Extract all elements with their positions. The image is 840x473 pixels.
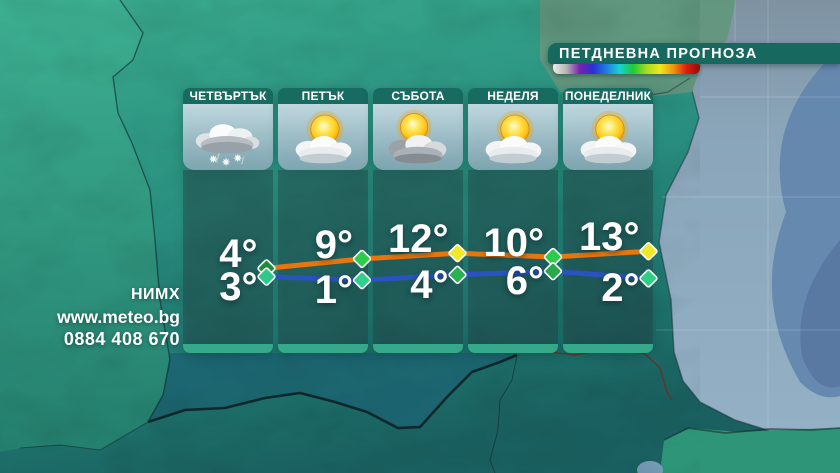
column-footer-strip xyxy=(373,344,463,353)
day-column-thursday: ЧЕТВЪРТЪК xyxy=(183,88,273,353)
forecast-title: ПЕТДНЕВНА ПРОГНОЗА xyxy=(559,45,758,62)
org-name: НИМХ xyxy=(130,286,180,303)
sun-cloud-icon xyxy=(580,110,637,164)
sun-cloud-icon xyxy=(295,110,352,164)
day-column-monday: ПОНЕДЕЛНИК xyxy=(563,88,653,353)
day-column-friday: ПЕТЪК xyxy=(278,88,368,353)
forecast-title-bar: ПЕТДНЕВНА ПРОГНОЗА xyxy=(548,43,840,64)
day-label: ЧЕТВЪРТЪК xyxy=(183,88,273,104)
weather-icon-area xyxy=(563,104,653,170)
snow-cloud-icon xyxy=(195,124,260,166)
website-url: www.meteo.bg xyxy=(57,307,180,327)
column-footer-strip xyxy=(563,344,653,353)
column-body xyxy=(183,170,273,344)
column-body xyxy=(278,170,368,344)
day-column-saturday: СЪБОТА xyxy=(373,88,463,353)
weather-icon-area xyxy=(468,104,558,170)
contact-block: НИМХ www.meteo.bg 0884 408 670 xyxy=(30,284,180,351)
weather-icon-area xyxy=(278,104,368,170)
day-label: СЪБОТА xyxy=(373,88,463,104)
phone-number: 0884 408 670 xyxy=(63,329,180,349)
column-footer-strip xyxy=(183,344,273,353)
temperature-legend-gradient xyxy=(553,64,700,74)
sun-cloud-icon xyxy=(485,110,542,164)
column-footer-strip xyxy=(468,344,558,353)
forecast-columns: ЧЕТВЪРТЪК xyxy=(183,88,653,353)
weather-icon-area xyxy=(373,104,463,170)
weather-icon-area xyxy=(183,104,273,170)
day-column-sunday: НЕДЕЛЯ xyxy=(468,88,558,353)
column-footer-strip xyxy=(278,344,368,353)
sun-dark-cloud-icon xyxy=(388,109,447,164)
column-body xyxy=(468,170,558,344)
day-label: ПЕТЪК xyxy=(278,88,368,104)
day-label: НЕДЕЛЯ xyxy=(468,88,558,104)
column-body xyxy=(563,170,653,344)
column-body xyxy=(373,170,463,344)
day-label: ПОНЕДЕЛНИК xyxy=(563,88,653,104)
